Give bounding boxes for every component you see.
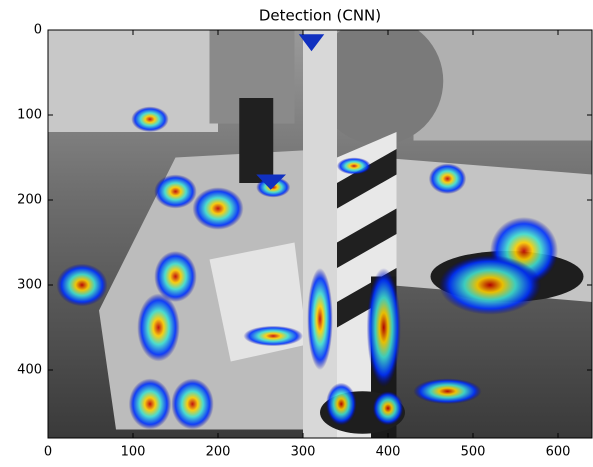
y-tick-label: 100 [17, 108, 42, 123]
chart: Detection (CNN) [0, 0, 593, 463]
x-tick-label: 100 [121, 445, 146, 460]
image [48, 17, 592, 438]
x-tick-label: 0 [44, 445, 52, 460]
y-tick-label: 200 [17, 193, 42, 208]
y-tick-label: 300 [17, 278, 42, 293]
y-tick-label: 0 [34, 23, 42, 38]
x-tick-label: 400 [376, 445, 401, 460]
page: Detection (CNN) [0, 0, 593, 467]
x-tick-label: 500 [461, 445, 486, 460]
chart-title: Detection (CNN) [259, 7, 381, 25]
x-tick-label: 600 [546, 445, 571, 460]
x-tick-label: 300 [291, 445, 316, 460]
x-tick-label: 200 [206, 445, 231, 460]
y-tick-label: 400 [17, 363, 42, 378]
